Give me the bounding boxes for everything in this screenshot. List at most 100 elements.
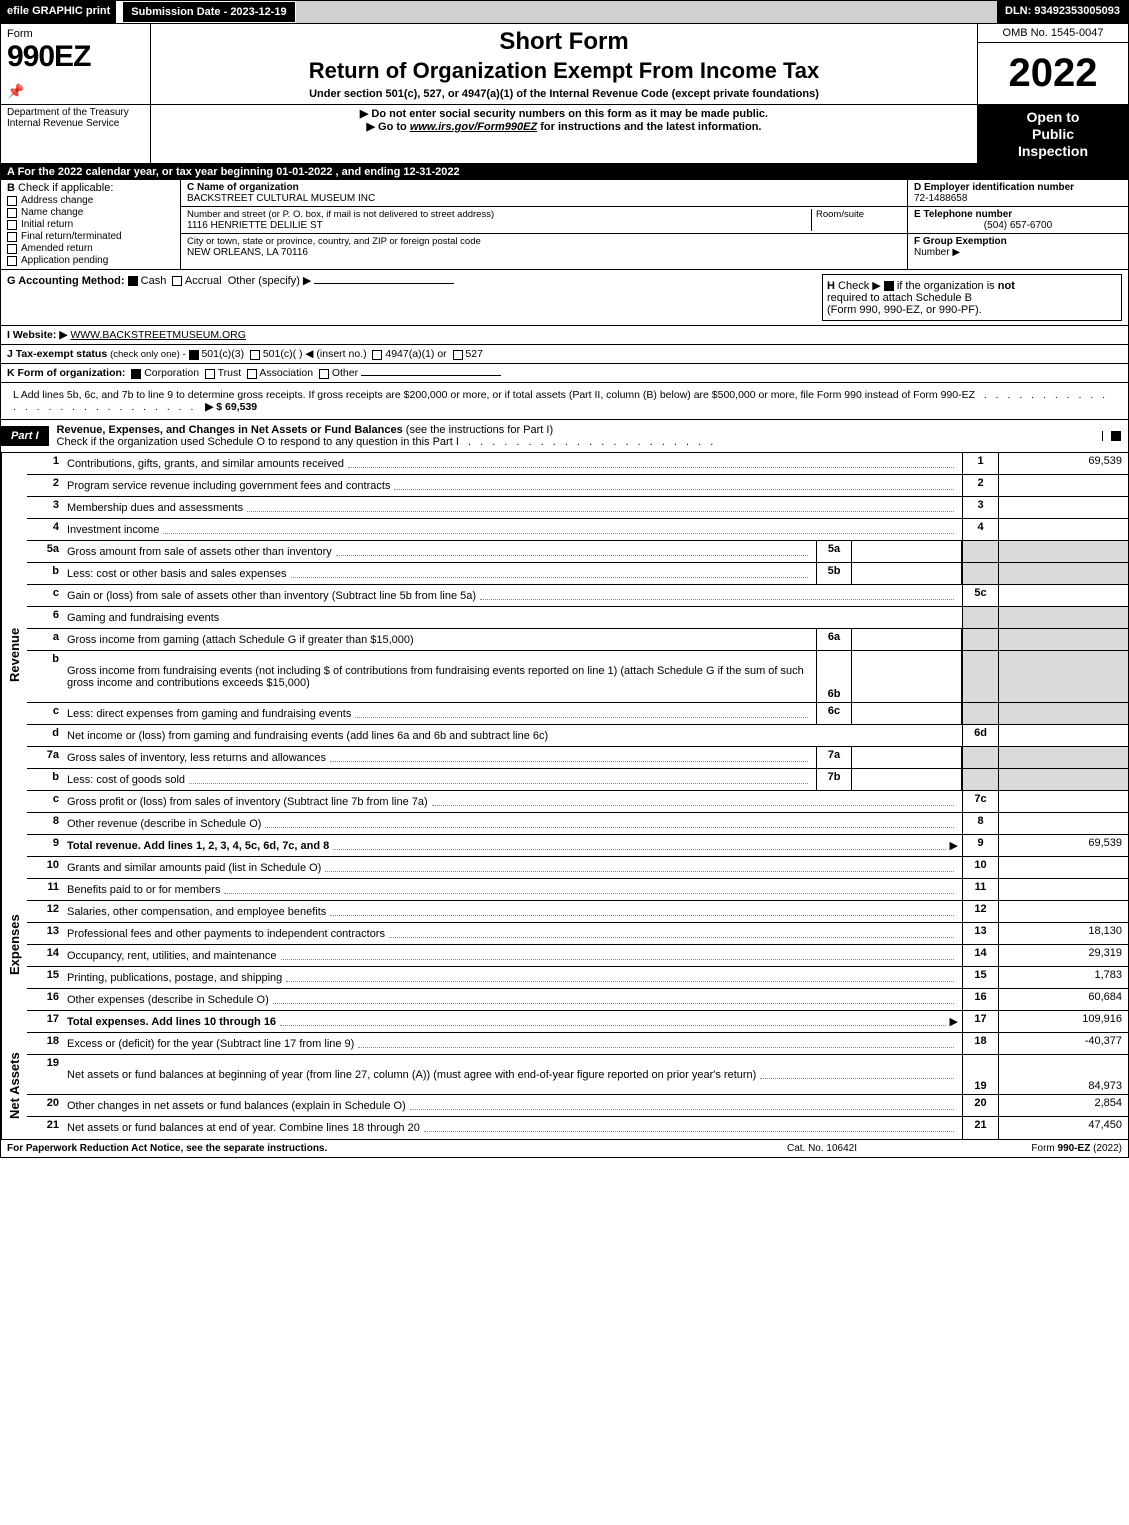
city-box: City or town, state or province, country… [181,234,907,260]
line-5c: c Gain or (loss) from sale of assets oth… [27,585,1128,607]
g-other-input[interactable] [314,283,454,284]
l17-n: 17 [27,1011,63,1032]
chk-name-change[interactable]: Name change [7,207,174,218]
l5a-v [998,541,1128,562]
section-bcdef: B Check if applicable: Address change Na… [1,180,1128,270]
l6a-d: Gross income from gaming (attach Schedul… [67,634,414,646]
l13-d: Professional fees and other payments to … [67,928,385,940]
l20-n: 20 [27,1095,63,1116]
chk-final-return[interactable]: Final return/terminated [7,231,174,242]
l9-n: 9 [27,835,63,856]
chk-accrual[interactable] [172,276,182,286]
chk-other-org[interactable] [319,369,329,379]
chk-assoc[interactable] [247,369,257,379]
l8-n: 8 [27,813,63,834]
k-other-input[interactable] [361,375,501,376]
omb-number: OMB No. 1545-0047 [978,24,1128,43]
chk-initial-return[interactable]: Initial return [7,219,174,230]
line-1: 1 Contributions, gifts, grants, and simi… [27,453,1128,475]
line-13: 13 Professional fees and other payments … [27,923,1128,945]
j-label: J Tax-exempt status [7,348,107,360]
l3-n: 3 [27,497,63,518]
irs-link[interactable]: www.irs.gov/Form990EZ [410,121,537,133]
line-3: 3 Membership dues and assessments 3 [27,497,1128,519]
chk-corp[interactable] [131,369,141,379]
line-8: 8 Other revenue (describe in Schedule O)… [27,813,1128,835]
expenses-section: Expenses 10 Grants and similar amounts p… [1,857,1128,1033]
topbar: efile GRAPHIC print Submission Date - 20… [1,1,1128,24]
l7b-midval [852,769,962,790]
g-accrual: Accrual [185,275,222,287]
chk-501c[interactable] [250,350,260,360]
pin-icon: 📌 [7,83,144,100]
l3-rn: 3 [962,497,998,518]
l5c-rn: 5c [962,585,998,606]
l16-v: 60,684 [998,989,1128,1010]
l15-n: 15 [27,967,63,988]
row-l: L Add lines 5b, 6c, and 7b to line 9 to … [1,383,1128,420]
l15-v: 1,783 [998,967,1128,988]
efile-print[interactable]: efile GRAPHIC print [1,1,116,23]
under-section: Under section 501(c), 527, or 4947(a)(1)… [159,88,969,100]
chk-h[interactable] [884,281,894,291]
l6c-d: Less: direct expenses from gaming and fu… [67,708,351,720]
l7b-rn [962,769,998,790]
l7c-d: Gross profit or (loss) from sales of inv… [67,796,428,808]
l1-v: 69,539 [998,453,1128,474]
d-label: D Employer identification number [914,182,1122,193]
website-link[interactable]: WWW.BACKSTREETMUSEUM.ORG [70,329,246,341]
l13-n: 13 [27,923,63,944]
l1-d: Contributions, gifts, grants, and simila… [67,458,344,470]
l9-d: Total revenue. Add lines 1, 2, 3, 4, 5c,… [67,840,329,852]
l14-n: 14 [27,945,63,966]
chk-501c3[interactable] [189,350,199,360]
k-assoc: Association [259,367,313,379]
l6d-d: Net income or (loss) from gaming and fun… [67,730,548,742]
chk-527[interactable] [453,350,463,360]
part-i-label: Part I [1,426,49,446]
l5b-n: b [27,563,63,584]
line-6: 6 Gaming and fundraising events [27,607,1128,629]
l1-n: 1 [27,453,63,474]
chk-trust[interactable] [205,369,215,379]
e-label: E Telephone number [914,209,1122,220]
h-text3: required to attach Schedule B [827,292,972,304]
l18-d: Excess or (deficit) for the year (Subtra… [67,1038,354,1050]
l19-n: 19 [27,1055,63,1094]
chk-label-5: Application pending [21,255,108,266]
chk-4947[interactable] [372,350,382,360]
h-text2: if the organization is [897,280,995,292]
l3-v [998,497,1128,518]
l12-d: Salaries, other compensation, and employ… [67,906,326,918]
f-label: F Group Exemption [914,236,1007,247]
footer-left: For Paperwork Reduction Act Notice, see … [7,1143,722,1154]
col-def: D Employer identification number 72-1488… [908,180,1128,269]
line-5b: b Less: cost or other basis and sales ex… [27,563,1128,585]
k-trust: Trust [218,367,242,379]
chk-amended-return[interactable]: Amended return [7,243,174,254]
chk-address-change[interactable]: Address change [7,195,174,206]
chk-application-pending[interactable]: Application pending [7,255,174,266]
side-revenue: Revenue [1,453,27,857]
goto-post: for instructions and the latest informat… [537,121,761,133]
chk-cash[interactable] [128,276,138,286]
line-7c: c Gross profit or (loss) from sales of i… [27,791,1128,813]
footer-right-post: (2022) [1090,1143,1122,1154]
l6c-rn [962,703,998,724]
l20-rn: 20 [962,1095,998,1116]
line-20: 20 Other changes in net assets or fund b… [27,1095,1128,1117]
l5b-rn [962,563,998,584]
l6-rn [962,607,998,628]
l8-v [998,813,1128,834]
footer-right-pre: Form [1031,1143,1057,1154]
dept-left: Department of the Treasury Internal Reve… [1,105,151,163]
part-i-checkbox[interactable] [1102,431,1128,441]
l5a-n: 5a [27,541,63,562]
l5a-midval [852,541,962,562]
l9-rn: 9 [962,835,998,856]
l6d-rn: 6d [962,725,998,746]
footer: For Paperwork Reduction Act Notice, see … [1,1139,1128,1157]
l11-d: Benefits paid to or for members [67,884,220,896]
l6b-midval [852,651,962,702]
arrow-icon: ▶ [950,1015,958,1028]
